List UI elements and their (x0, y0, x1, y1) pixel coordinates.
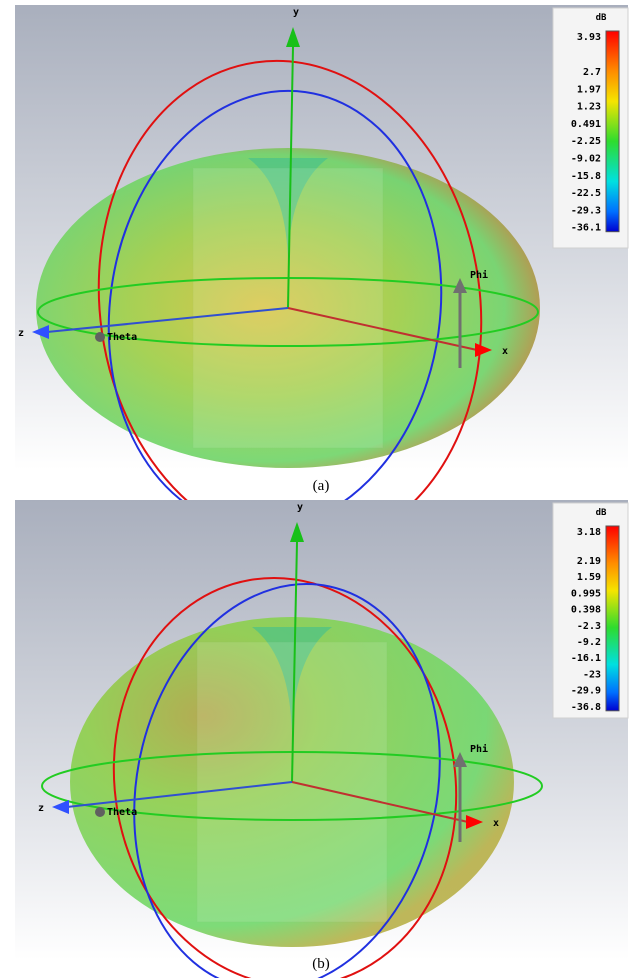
phi-label: Phi (470, 269, 488, 281)
colorbar-label: -36.1 (571, 223, 601, 234)
z-arrow (32, 325, 49, 339)
colorbar-label: -9.2 (577, 637, 601, 648)
x-axis (291, 781, 469, 823)
colorbar-scale (605, 525, 620, 712)
colorbar-label: -2.3 (577, 621, 601, 632)
z-axis-label: z (18, 328, 24, 339)
colorbar-label: 0.995 (571, 588, 601, 599)
y-arrow (290, 522, 304, 542)
colorbar-label: -16.1 (571, 653, 601, 664)
colorbar-label: -15.8 (571, 171, 601, 182)
colorbar-unit: dB (596, 13, 607, 23)
theta-marker (95, 807, 105, 817)
colorbar-label: 0.398 (571, 605, 601, 616)
x-arrow (466, 815, 483, 829)
x-axis (287, 307, 478, 351)
theta-circle (112, 576, 458, 978)
pattern-notch (252, 627, 332, 742)
colorbar-label: -36.8 (571, 702, 601, 713)
y-axis-label: y (293, 7, 299, 18)
caption: (b) (312, 956, 330, 972)
panel: y x z Theta Phi dB 3.93 2.7 1.97 1.23 0.491 -2.25 -9… (15, 5, 629, 551)
pattern-notch (248, 158, 328, 268)
phi-arrow (453, 278, 467, 293)
y-axis (287, 46, 294, 309)
colorbar-label: 1.23 (577, 102, 601, 113)
colorbar-label: -29.3 (571, 205, 601, 216)
theta-marker (95, 332, 105, 342)
colorbar-label: 2.7 (583, 67, 601, 78)
colorbar-label: -22.5 (571, 188, 601, 199)
colorbar-label: -23 (583, 669, 601, 680)
z-axis (66, 781, 293, 808)
y-axis-label: y (297, 502, 303, 513)
y-axis (291, 541, 298, 783)
x-arrow (475, 343, 492, 357)
colorbar-label: 1.59 (577, 572, 601, 583)
colorbar-unit: dB (596, 508, 607, 518)
colorbar-label: -29.9 (571, 686, 601, 697)
theta-label: Theta (107, 807, 137, 818)
x-axis-label: x (502, 346, 508, 357)
z-arrow (52, 800, 69, 814)
colorbar-label: -2.25 (571, 136, 601, 147)
z-axis-label: z (38, 803, 44, 814)
z-axis (46, 307, 289, 333)
theta-label: Theta (107, 332, 137, 343)
colorbar-scale (605, 30, 620, 233)
colorbar-label: -9.02 (571, 154, 601, 165)
phi-label: Phi (470, 743, 488, 755)
colorbar-label: 3.93 (577, 32, 601, 43)
colorbar-label: 3.18 (577, 527, 601, 538)
phi-arrow (453, 752, 467, 767)
colorbar-label: 0.491 (571, 119, 601, 130)
x-axis-label: x (493, 818, 499, 829)
y-arrow (286, 27, 300, 47)
caption: (a) (313, 478, 330, 494)
phi-circle (133, 583, 441, 978)
panel: y x z Theta Phi dB 3.18 2.19 1.59 0.995 0.398 -2.3 -… (15, 500, 629, 978)
colorbar-label: 2.19 (577, 556, 601, 567)
colorbar-label: 1.97 (577, 84, 601, 95)
